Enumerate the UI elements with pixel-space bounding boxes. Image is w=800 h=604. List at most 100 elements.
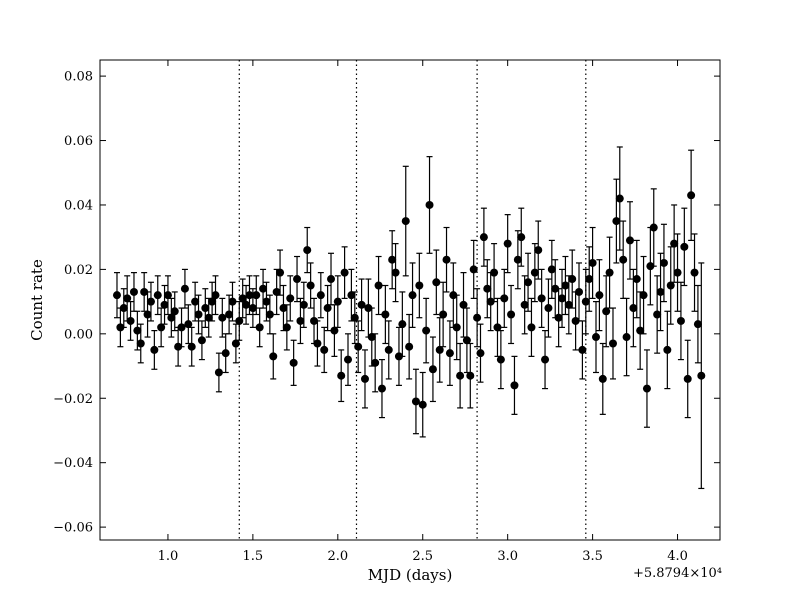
y-tick-label: −0.04 — [53, 456, 93, 471]
plot-area-frame — [99, 59, 721, 541]
data-point — [666, 281, 675, 290]
y-tick-label: 0.02 — [64, 263, 93, 278]
data-point — [218, 313, 227, 322]
data-point — [405, 342, 414, 351]
data-point — [398, 320, 407, 329]
data-point — [384, 345, 393, 354]
data-point — [629, 304, 638, 313]
data-point — [534, 246, 543, 255]
data-point — [680, 242, 689, 251]
chart-axes: 1.0 1.5 2.0 2.5 3.0 3.5 4.0 −0.06 −0.04 −0.02 0.00… — [53, 60, 720, 564]
data-point — [340, 268, 349, 277]
data-point — [676, 316, 685, 325]
data-point — [316, 291, 325, 300]
x-tick-label: 1.0 — [158, 549, 179, 564]
data-point — [231, 339, 240, 348]
data-point — [564, 300, 573, 309]
data-point — [452, 323, 461, 332]
data-point — [245, 291, 254, 300]
data-point — [129, 287, 138, 296]
data-point — [269, 352, 278, 361]
x-axis-offset-label: +5.8794×10⁴ — [633, 566, 722, 581]
x-tick-label: 2.5 — [412, 549, 433, 564]
data-point — [327, 275, 336, 284]
data-point — [422, 326, 431, 335]
data-point — [374, 281, 383, 290]
data-point — [123, 294, 132, 303]
data-point — [551, 284, 560, 293]
data-point — [663, 345, 672, 354]
data-point — [310, 316, 319, 325]
data-point — [119, 304, 128, 313]
data-point — [333, 297, 342, 306]
data-point — [140, 287, 149, 296]
data-point — [276, 268, 285, 277]
data-point — [445, 349, 454, 358]
data-point — [150, 345, 159, 354]
data-point — [194, 310, 203, 319]
data-point — [598, 374, 607, 383]
data-point — [279, 304, 288, 313]
data-point — [649, 223, 658, 232]
data-point — [656, 287, 665, 296]
data-point — [687, 191, 696, 200]
y-axis-label: Count rate — [28, 259, 46, 341]
data-point — [153, 291, 162, 300]
data-point — [221, 349, 230, 358]
data-point — [415, 281, 424, 290]
data-point — [469, 265, 478, 274]
data-point — [187, 342, 196, 351]
data-point — [126, 316, 135, 325]
data-point — [371, 358, 380, 367]
x-axis-label: MJD (days) — [368, 566, 453, 584]
data-point — [303, 246, 312, 255]
data-point — [418, 400, 427, 409]
data-point — [238, 294, 247, 303]
data-point — [364, 304, 373, 313]
data-point — [432, 278, 441, 287]
data-point — [235, 316, 244, 325]
data-point — [500, 294, 509, 303]
data-point — [262, 297, 271, 306]
data-point — [435, 345, 444, 354]
data-point — [184, 320, 193, 329]
data-point — [163, 291, 172, 300]
data-point — [214, 368, 223, 377]
data-point — [265, 310, 274, 319]
data-point — [585, 275, 594, 284]
data-point — [490, 268, 499, 277]
data-point — [136, 339, 145, 348]
data-point — [354, 342, 363, 351]
data-point — [381, 310, 390, 319]
data-point — [673, 268, 682, 277]
data-point — [157, 323, 166, 332]
data-point — [496, 355, 505, 364]
data-point — [527, 323, 536, 332]
data-point — [313, 339, 322, 348]
y-tick-label: −0.06 — [53, 521, 93, 536]
data-point — [622, 333, 631, 342]
data-point — [581, 297, 590, 306]
data-point — [146, 297, 155, 306]
data-point — [112, 291, 121, 300]
data-point — [642, 384, 651, 393]
data-point — [347, 291, 356, 300]
data-point — [167, 313, 176, 322]
data-point — [602, 307, 611, 316]
data-point — [653, 310, 662, 319]
data-point — [360, 374, 369, 383]
data-point — [255, 323, 264, 332]
data-point — [541, 355, 550, 364]
data-point — [615, 194, 624, 203]
data-point — [248, 304, 257, 313]
data-point — [177, 323, 186, 332]
data-point — [670, 239, 679, 248]
data-point — [544, 304, 553, 313]
y-tick-label: 0.06 — [64, 134, 93, 149]
data-point — [408, 291, 417, 300]
data-point — [459, 300, 468, 309]
data-point — [208, 297, 217, 306]
data-point — [571, 316, 580, 325]
data-point — [377, 384, 386, 393]
x-tick-label: 1.5 — [243, 549, 264, 564]
